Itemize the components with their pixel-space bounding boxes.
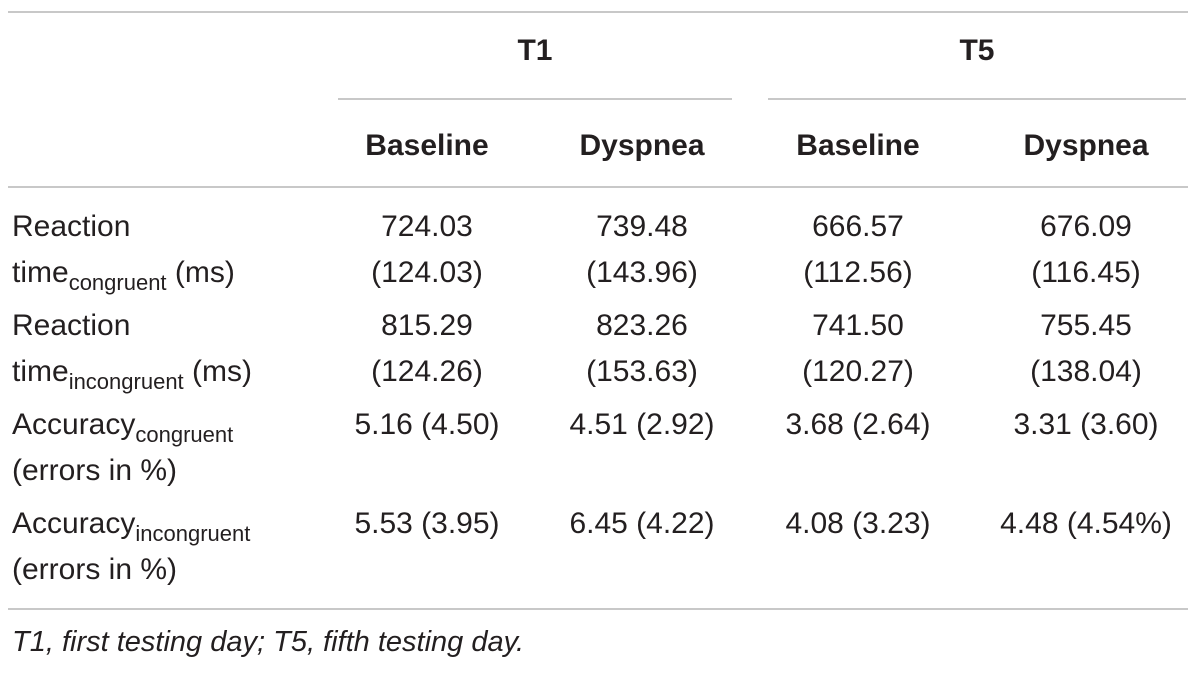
cell-r2-t5-dyspnea: 755.45 (138.04) — [1030, 309, 1142, 388]
cell-r3-t1-dyspnea: 4.51 (2.92) — [569, 408, 715, 441]
cell-r3-t1-baseline: 5.16 (4.50) — [354, 408, 500, 441]
row-label-reaction-time-congruent: Reaction timecongruent (ms) — [12, 210, 235, 295]
row-label-reaction-time-incongruent: Reaction timeincongruent (ms) — [12, 309, 252, 394]
cell-r2-t5-baseline: 741.50 (120.27) — [802, 309, 914, 388]
column-header-t5-baseline: Baseline — [796, 129, 920, 162]
cell-r3-t5-dyspnea: 3.31 (3.60) — [1013, 408, 1159, 441]
cell-r1-t1-baseline: 724.03 (124.03) — [371, 210, 483, 289]
cell-r1-t5-baseline: 666.57 (112.56) — [803, 210, 913, 289]
cell-r1-t5-dyspnea: 676.09 (116.45) — [1031, 210, 1141, 289]
group-header-t1: T1 — [517, 34, 553, 67]
cell-r2-t1-baseline: 815.29 (124.26) — [371, 309, 483, 388]
column-header-t1-baseline: Baseline — [365, 129, 489, 162]
cell-r4-t1-dyspnea: 6.45 (4.22) — [569, 507, 715, 540]
header-rule — [8, 186, 1188, 188]
t1-group-rule — [338, 98, 732, 100]
cell-r1-t1-dyspnea: 739.48 (143.96) — [586, 210, 698, 289]
column-header-t1-dyspnea: Dyspnea — [579, 129, 705, 162]
cell-r2-t1-dyspnea: 823.26 (153.63) — [586, 309, 698, 388]
group-header-t5: T5 — [959, 34, 995, 67]
row-label-accuracy-incongruent: Accuracyincongruent (errors in %) — [12, 507, 251, 586]
t5-group-rule — [768, 98, 1186, 100]
cell-r4-t1-baseline: 5.53 (3.95) — [354, 507, 500, 540]
bottom-rule — [8, 608, 1188, 610]
table-footnote: T1, first testing day; T5, fifth testing… — [12, 626, 525, 658]
row-label-accuracy-congruent: Accuracycongruent (errors in %) — [12, 408, 234, 487]
column-header-t5-dyspnea: Dyspnea — [1023, 129, 1149, 162]
cell-r3-t5-baseline: 3.68 (2.64) — [785, 408, 931, 441]
cell-r4-t5-dyspnea: 4.48 (4.54%) — [1000, 507, 1172, 540]
top-rule — [8, 11, 1188, 13]
cell-r4-t5-baseline: 4.08 (3.23) — [785, 507, 931, 540]
